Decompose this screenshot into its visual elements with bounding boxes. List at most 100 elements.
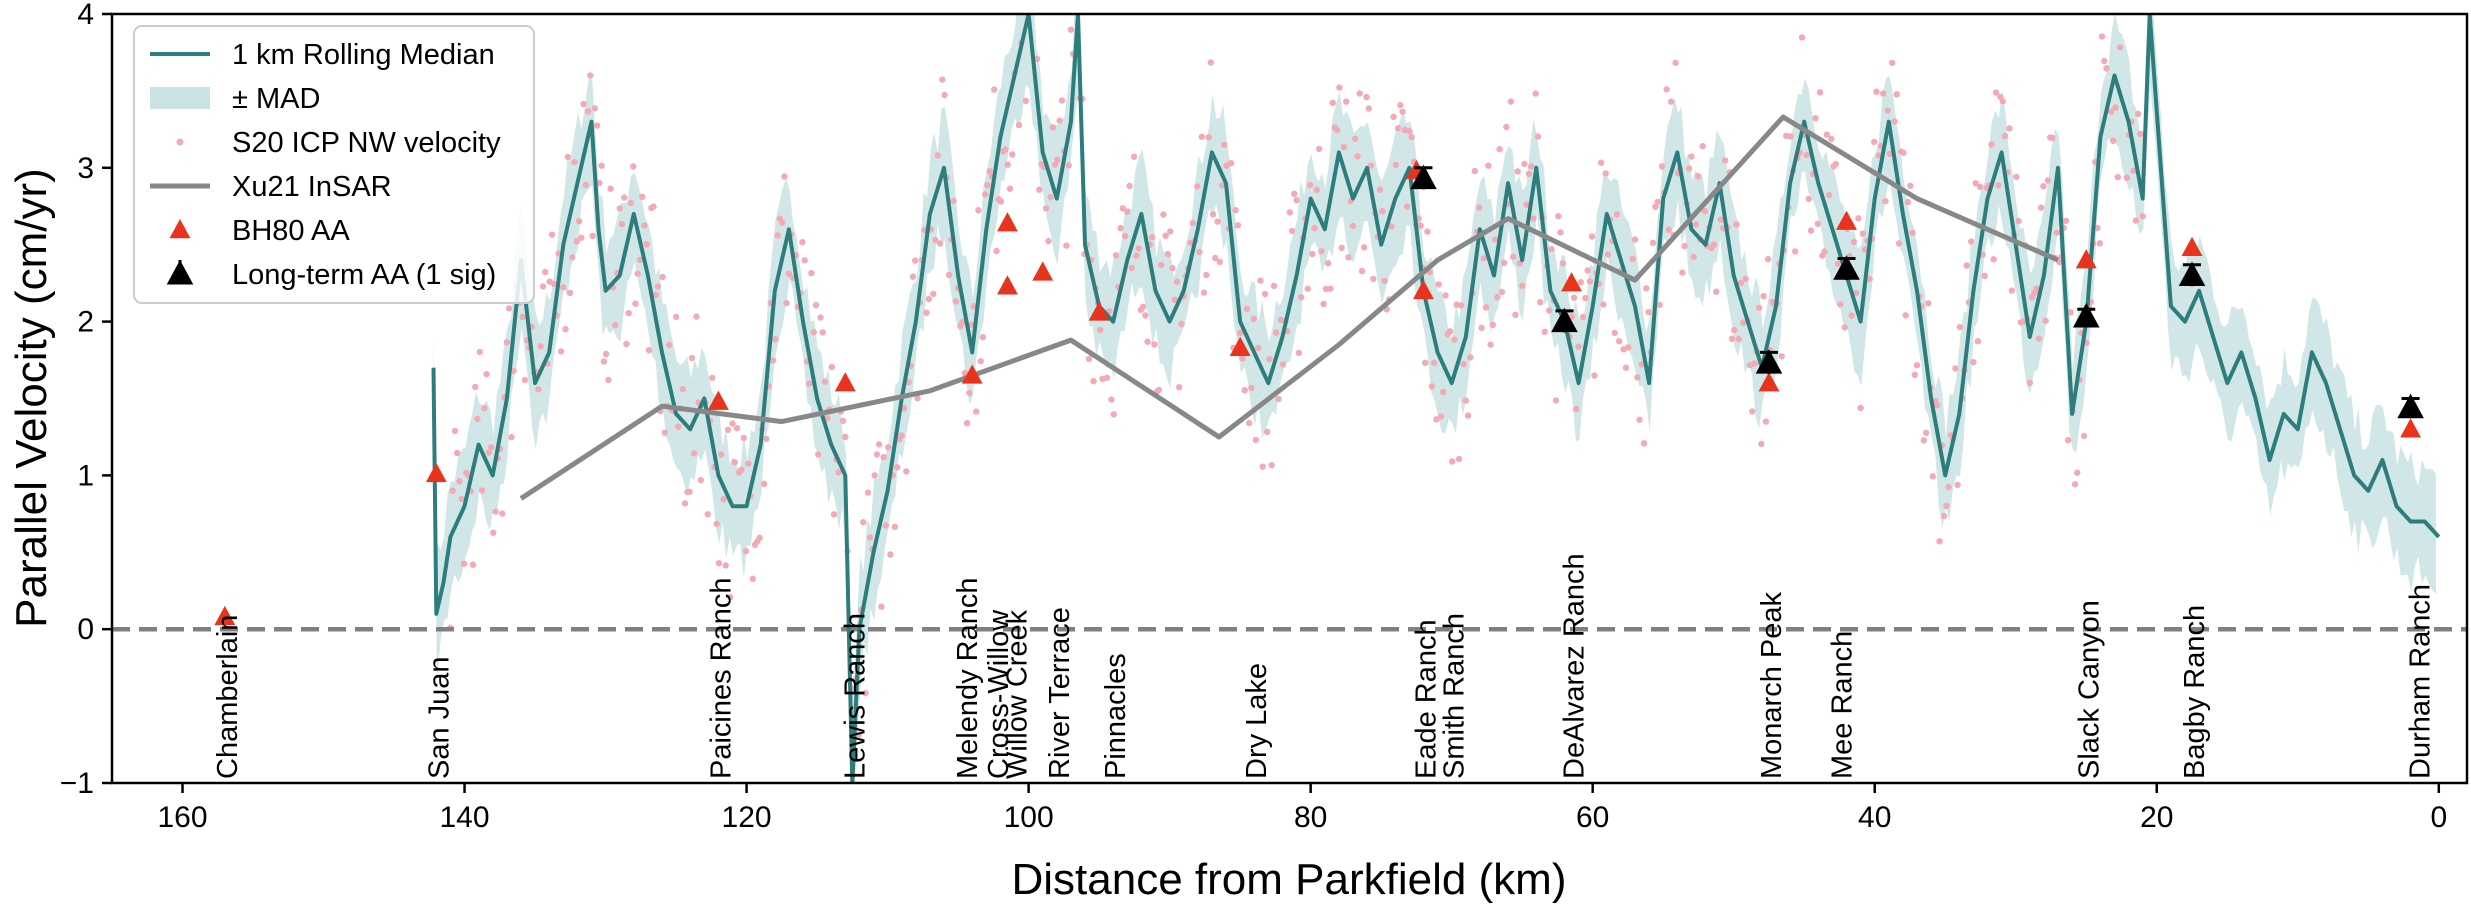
s20-point — [630, 163, 637, 170]
s20-point — [697, 476, 705, 484]
s20-point — [1214, 218, 1221, 225]
s20-point — [686, 488, 693, 495]
s20-point — [1548, 246, 1555, 253]
s20-point — [801, 257, 808, 264]
s20-point — [1270, 282, 1278, 289]
s20-point — [1600, 301, 1607, 308]
s20-point — [1871, 138, 1878, 146]
s20-point — [602, 350, 610, 358]
plot-frame — [110, 12, 2469, 785]
s20-point — [1464, 412, 1472, 419]
x-tick-label: 140 — [440, 801, 490, 834]
s20-point — [451, 427, 459, 435]
s20-point — [1354, 153, 1361, 160]
s20-point — [1841, 324, 1849, 331]
s20-point — [1636, 416, 1643, 423]
longterm-marker — [2072, 302, 2100, 328]
s20-point — [1643, 285, 1650, 292]
s20-point — [2080, 432, 2088, 440]
site-label: DeAlvarez Ranch — [1559, 553, 1591, 779]
s20-point — [1940, 512, 1948, 520]
s20-point — [722, 562, 729, 569]
s20-point — [1514, 168, 1521, 175]
bh80-marker — [707, 390, 729, 410]
s20-point — [733, 425, 741, 432]
s20-point — [1891, 118, 1898, 125]
s20-point — [612, 321, 619, 329]
s20-point — [1510, 253, 1517, 260]
s20-point — [1306, 181, 1314, 189]
s20-point — [866, 534, 874, 541]
s20-point — [578, 234, 585, 241]
s20-point — [1604, 251, 1612, 258]
s20-point — [1519, 282, 1526, 289]
s20-point — [1485, 162, 1492, 169]
s20-point — [1821, 248, 1828, 255]
s20-point — [1006, 185, 1014, 192]
s20-point — [2008, 287, 2016, 294]
bh80-marker — [961, 364, 983, 384]
s20-point — [1288, 227, 1296, 235]
s20-point — [454, 449, 461, 457]
legend-swatch-s20 — [176, 138, 184, 146]
s20-point — [2094, 224, 2101, 232]
s20-point — [785, 270, 793, 277]
s20-point — [1737, 279, 1745, 287]
s20-point — [1033, 55, 1041, 62]
s20-point — [738, 466, 745, 473]
s20-point — [476, 348, 483, 356]
s20-point — [963, 420, 971, 427]
bh80-marker — [1088, 301, 1110, 321]
s20-point — [756, 534, 763, 541]
s20-point — [769, 357, 777, 364]
s20-point — [882, 522, 890, 529]
legend-label: BH80 AA — [232, 215, 350, 247]
s20-point — [1148, 234, 1156, 241]
site-label: Slack Canyon — [2073, 600, 2105, 779]
s20-point — [485, 449, 492, 456]
s20-point — [2067, 309, 2074, 316]
site-label: River Terrace — [1044, 607, 1076, 779]
s20-point — [745, 460, 752, 467]
s20-point — [1279, 361, 1287, 368]
s20-point — [1925, 300, 1932, 307]
s20-point — [1552, 397, 1560, 404]
s20-point — [666, 341, 673, 349]
s20-point — [1850, 238, 1858, 246]
s20-point — [2026, 379, 2034, 387]
s20-point — [2015, 217, 2022, 225]
s20-point — [605, 376, 612, 384]
s20-point — [1275, 395, 1282, 403]
s20-point — [1943, 502, 1950, 510]
s20-point — [679, 385, 686, 393]
s20-point — [548, 231, 556, 238]
s20-point — [1852, 289, 1860, 297]
s20-point — [1873, 88, 1880, 95]
s20-point — [1602, 170, 1609, 177]
s20-point — [2040, 183, 2047, 190]
s20-point — [539, 283, 547, 290]
s20-point — [1977, 183, 1984, 191]
s20-point — [1722, 157, 1729, 164]
bh80-marker — [2075, 249, 2097, 269]
s20-point — [1435, 281, 1442, 288]
site-label: Smith Ranch — [1439, 613, 1471, 779]
s20-point — [1047, 194, 1054, 201]
s20-point — [1261, 290, 1269, 298]
s20-point — [1555, 213, 1562, 220]
s20-point — [2006, 125, 2013, 132]
s20-point — [1911, 371, 1919, 378]
legend: 1 km Rolling Median ± MAD S20 ICP NW veloc… — [133, 25, 535, 304]
legend-label: ± MAD — [232, 83, 320, 115]
s20-point — [1895, 240, 1903, 247]
s20-point — [1758, 440, 1765, 448]
s20-point — [1422, 359, 1429, 366]
legend-label: S20 ICP NW velocity — [232, 127, 501, 159]
s20-point — [1597, 159, 1605, 166]
s20-point — [1051, 161, 1059, 168]
s20-point — [1264, 428, 1271, 435]
legend-swatch-longterm — [166, 260, 194, 285]
s20-point — [1322, 285, 1330, 293]
s20-point — [1904, 198, 1912, 206]
